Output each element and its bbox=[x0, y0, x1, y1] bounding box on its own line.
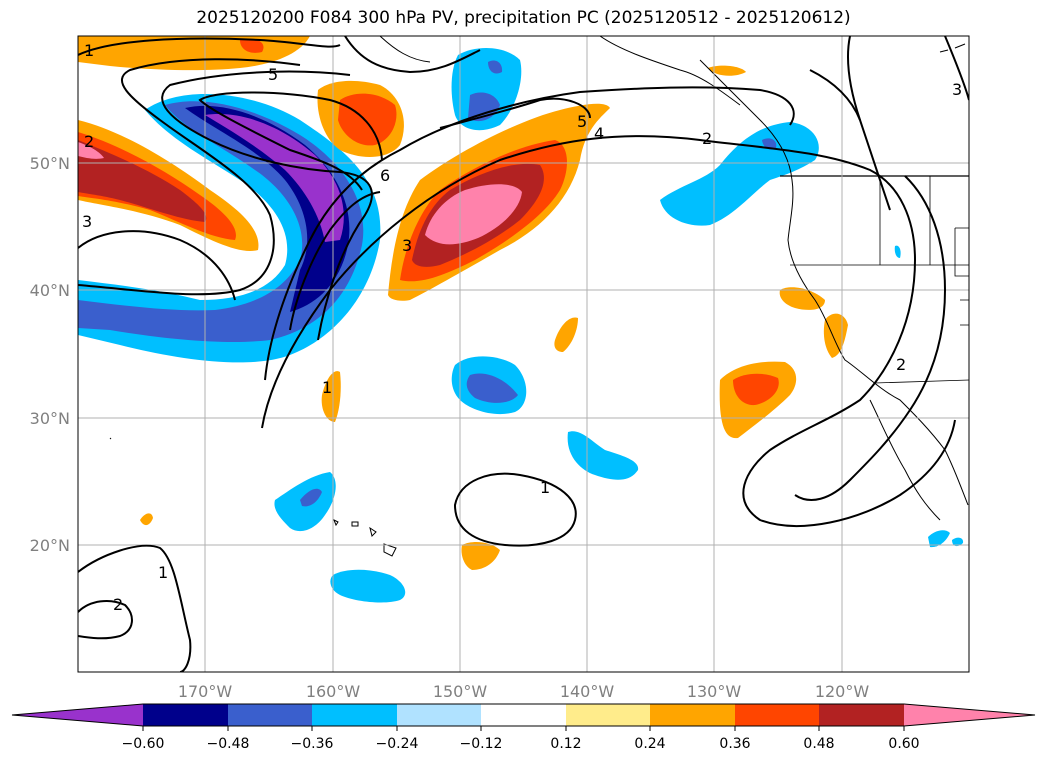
colorbar-segment bbox=[650, 704, 735, 726]
positive-precip-shading bbox=[78, 36, 848, 570]
colorbar-segment bbox=[735, 704, 819, 726]
colorbar-tick-label: 0.36 bbox=[719, 736, 750, 752]
contour-label: 6 bbox=[380, 166, 390, 185]
colorbar-tick-label: −0.12 bbox=[460, 736, 503, 752]
latitude-labels: 50°N 40°N 30°N 20°N bbox=[30, 154, 70, 555]
lon-label: 130°W bbox=[687, 682, 742, 701]
contour-label: 3 bbox=[952, 80, 962, 99]
lon-label: 140°W bbox=[560, 682, 615, 701]
longitude-labels: 170°W 160°W 150°W 140°W 130°W 120°W bbox=[178, 682, 870, 701]
lat-label: 20°N bbox=[30, 536, 70, 555]
contour-label: 2 bbox=[702, 129, 712, 148]
colorbar: −0.60 −0.48 −0.36 −0.24 −0.12 0.12 0.24 … bbox=[11, 703, 1036, 752]
contour-label: 2 bbox=[896, 355, 906, 374]
contour-label: 2 bbox=[84, 132, 94, 151]
colorbar-tick-label: 0.60 bbox=[888, 736, 919, 752]
colorbar-tick-label: −0.24 bbox=[376, 736, 419, 752]
lon-label: 170°W bbox=[178, 682, 233, 701]
colorbar-segment bbox=[481, 704, 566, 726]
colorbar-low-extension bbox=[12, 704, 143, 726]
lat-label: 50°N bbox=[30, 154, 70, 173]
contour-label: 1 bbox=[322, 378, 332, 397]
contour-label: 5 bbox=[268, 65, 278, 84]
pv-contours bbox=[78, 36, 969, 672]
colorbar-segment bbox=[397, 704, 481, 726]
colorbar-segment bbox=[228, 704, 312, 726]
contour-label: 4 bbox=[594, 124, 604, 143]
colorbar-segment bbox=[312, 704, 397, 726]
colorbar-segment bbox=[819, 704, 904, 726]
colorbar-tick-label: 0.24 bbox=[634, 736, 665, 752]
lon-label: 120°W bbox=[815, 682, 870, 701]
colorbar-tick-label: 0.12 bbox=[550, 736, 581, 752]
contour-label: 3 bbox=[402, 236, 412, 255]
colorbar-tick-label: −0.36 bbox=[291, 736, 334, 752]
contour-label: 3 bbox=[82, 212, 92, 231]
map-plot-area: 1 5 2 3 6 3 5 4 2 3 1 2 1 2 1 bbox=[78, 36, 969, 672]
contour-labels: 1 5 2 3 6 3 5 4 2 3 1 2 1 2 1 bbox=[82, 41, 962, 614]
colorbar-tick-label: 0.48 bbox=[803, 736, 834, 752]
colorbar-high-extension bbox=[904, 704, 1035, 726]
lon-label: 160°W bbox=[306, 682, 361, 701]
lon-label: 150°W bbox=[433, 682, 488, 701]
contour-label: 1 bbox=[158, 563, 168, 582]
contour-label: 2 bbox=[113, 595, 123, 614]
map-frame bbox=[77, 35, 970, 673]
contour-label: 1 bbox=[540, 478, 550, 497]
colorbar-tick-label: −0.48 bbox=[207, 736, 250, 752]
colorbar-tick-label: −0.60 bbox=[122, 736, 165, 752]
colorbar-segment bbox=[566, 704, 650, 726]
lat-label: 30°N bbox=[30, 409, 70, 428]
contour-label: 1 bbox=[84, 41, 94, 60]
lat-label: 40°N bbox=[30, 281, 70, 300]
contour-label: 5 bbox=[577, 112, 587, 131]
gridlines bbox=[78, 36, 969, 672]
map-title: 2025120200 F084 300 hPa PV, precipitatio… bbox=[196, 8, 851, 28]
colorbar-segment bbox=[143, 704, 228, 726]
